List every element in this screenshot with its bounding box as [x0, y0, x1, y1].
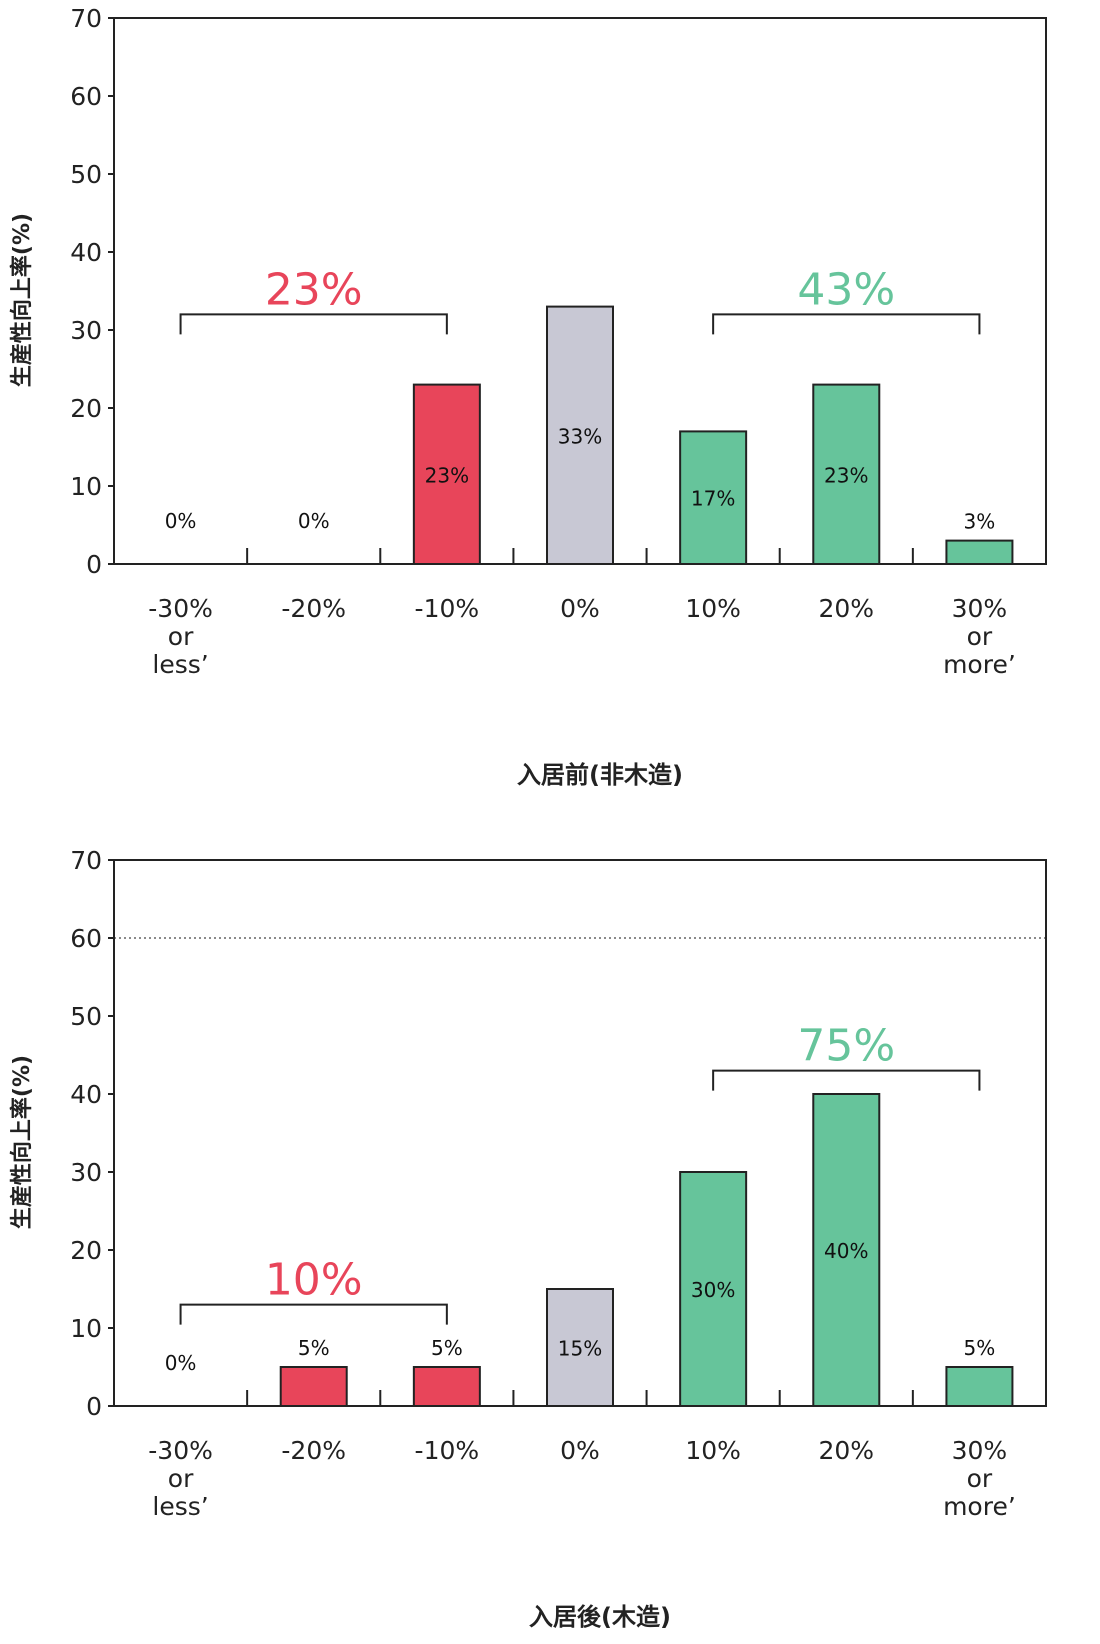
data-label: 17% [691, 487, 735, 511]
x-tick-label: 30% or more’ [943, 594, 1016, 679]
data-label: 30% [691, 1278, 735, 1302]
y-tick-label: 70 [70, 846, 102, 875]
data-label: 3% [964, 510, 996, 534]
bar [412, 1366, 481, 1407]
x-tick-label: 20% [818, 594, 874, 623]
plot-frame [113, 17, 1047, 565]
group-total-label: 75% [797, 1021, 895, 1072]
x-tick-label: -10% [415, 594, 480, 623]
group-total-label: 43% [797, 264, 895, 315]
x-tick-label: -30% or less’ [148, 594, 213, 679]
x-tick-label: -20% [281, 594, 346, 623]
bar [945, 539, 1014, 565]
x-tick-label: 30% or more’ [943, 1436, 1016, 1521]
bar [546, 305, 614, 565]
y-tick-label: 70 [70, 4, 102, 33]
data-label: 0% [165, 1351, 197, 1375]
plot-frame [113, 859, 1047, 1407]
data-label: 40% [824, 1239, 868, 1263]
y-tick-label: 10 [70, 472, 102, 501]
y-tick-label: 0 [86, 550, 102, 579]
bar [945, 1366, 1014, 1407]
y-tick-label: 20 [70, 394, 102, 423]
bar-chart-before: 0 10 20 30 40 50 60 70 0% 0% 23% 33% 17% 23% 3% -30% or l… [70, 4, 1047, 679]
data-label: 0% [298, 509, 330, 533]
bar [812, 1093, 881, 1407]
bar [812, 383, 881, 565]
y-tick-label: 40 [70, 238, 102, 267]
data-label: 5% [431, 1336, 463, 1360]
bar [546, 1288, 614, 1407]
bar-chart-after: 0 10 20 30 40 50 60 70 0% 5% 5% 15% 30% 40% 5% -30% or le… [70, 846, 1047, 1521]
data-label: 15% [558, 1337, 602, 1361]
bar [679, 430, 748, 565]
bar [412, 383, 481, 565]
y-tick-label: 20 [70, 1236, 102, 1265]
y-tick-label: 40 [70, 1080, 102, 1109]
x-tick-label: 10% [685, 1436, 741, 1465]
y-tick-label: 0 [86, 1392, 102, 1421]
x-tick-label: -20% [281, 1436, 346, 1465]
y-tick-label: 50 [70, 160, 102, 189]
x-axis-title: 入居後(木造) [529, 1603, 671, 1631]
x-tick-label: 0% [560, 1436, 600, 1465]
y-tick-label: 60 [70, 924, 102, 953]
x-tick-label: -10% [415, 1436, 480, 1465]
y-tick-label: 60 [70, 82, 102, 111]
data-label: 5% [964, 1336, 996, 1360]
group-total-label: 10% [265, 1255, 363, 1306]
x-axis-title: 入居前(非木造) [517, 761, 683, 789]
group-bracket [179, 1303, 448, 1325]
bar [279, 1366, 348, 1407]
data-label: 0% [165, 509, 197, 533]
x-tick-label: 0% [560, 594, 600, 623]
y-tick-label: 30 [70, 316, 102, 345]
data-label: 33% [558, 424, 602, 448]
data-label: 5% [298, 1336, 330, 1360]
group-bracket [712, 313, 981, 335]
group-bracket [712, 1069, 981, 1091]
x-tick-label: 20% [818, 1436, 874, 1465]
x-tick-label: -30% or less’ [148, 1436, 213, 1521]
data-label: 23% [824, 463, 868, 487]
y-tick-label: 10 [70, 1314, 102, 1343]
data-label: 23% [425, 463, 469, 487]
y-tick-label: 50 [70, 1002, 102, 1031]
y-tick-label: 30 [70, 1158, 102, 1187]
x-tick-label: 10% [685, 594, 741, 623]
chart-panel-before: 生産性向上率(%) 0 10 20 30 40 50 60 70 0% 0% 23% 33% 17% 23… [0, 0, 1100, 790]
group-bracket [179, 313, 448, 335]
group-total-label: 23% [265, 264, 363, 315]
chart-panel-after: 生産性向上率(%) 0 10 20 30 40 50 60 70 0% 5% 5% 15% 30% 40%… [0, 842, 1100, 1632]
